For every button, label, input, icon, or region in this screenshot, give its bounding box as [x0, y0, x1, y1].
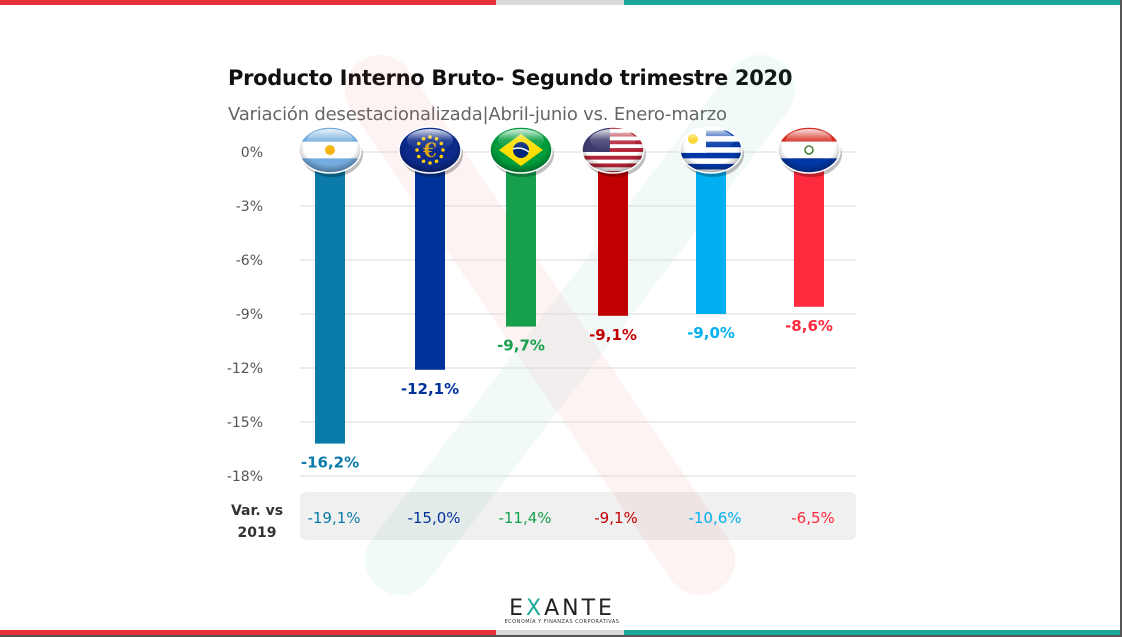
chart-title: Producto Interno Bruto- Segundo trimestr…: [228, 66, 793, 90]
var-2019-value: -11,4%: [498, 509, 551, 527]
y-tick-label: -12%: [227, 361, 263, 377]
y-tick-label: 0%: [241, 145, 263, 161]
argentina-flag-icon: [298, 126, 363, 177]
var-2019-panel: [300, 492, 856, 540]
var-2019-values: -19,1% -15,0% -11,4% -9,1% -10,6% -6,5%: [307, 509, 834, 527]
var-2019-value: -6,5%: [791, 509, 835, 527]
exante-logo: EXANTE ECONOMÍA Y FINANZAS CORPORATIVAS: [502, 596, 622, 625]
y-axis-ticks: 0% -3% -6% -9% -12% -15% -18%: [227, 145, 263, 485]
logo-tagline: ECONOMÍA Y FINANZAS CORPORATIVAS: [504, 619, 620, 625]
y-tick-label: -9%: [236, 307, 263, 323]
var-2019-value: -9,1%: [594, 509, 638, 527]
data-label: -12,1%: [401, 380, 459, 398]
grid-lines: [300, 151, 856, 477]
bottom-accent-bar: [0, 630, 1122, 635]
brazil-flag-icon: [489, 126, 554, 177]
bar-zona-euro: [415, 152, 445, 370]
bar-estados-unidos: [598, 152, 628, 316]
y-tick-label: -6%: [236, 253, 263, 269]
y-tick-label: -15%: [227, 415, 263, 431]
bar-uruguay: [696, 152, 726, 314]
chart-subtitle: Variación desestacionalizada|Abril-junio…: [228, 104, 727, 125]
y-tick-label: -3%: [236, 199, 263, 215]
flags: €: [298, 126, 842, 177]
var-2019-value: -15,0%: [407, 509, 460, 527]
bar-argentina: [315, 152, 345, 444]
frame-edge-bottom: [0, 635, 1122, 637]
var-2019-label: Var. vs 2019: [230, 503, 284, 541]
uruguay-flag-icon: [679, 126, 744, 177]
paraguay-flag-icon: [777, 126, 842, 177]
bar-brasil: [506, 152, 536, 327]
data-label: -8,6%: [785, 317, 833, 335]
var-2019-value: -19,1%: [307, 509, 360, 527]
data-label: -9,0%: [687, 324, 735, 342]
y-tick-label: -18%: [227, 469, 263, 485]
bars: [315, 152, 824, 444]
eu-flag-icon: €: [398, 126, 463, 177]
data-label: -9,7%: [497, 337, 545, 355]
logo-wordmark: EXANTE: [509, 596, 615, 621]
data-label: -9,1%: [589, 326, 637, 344]
value-labels: -16,2% -12,1% -9,7% -9,1% -9,0% -8,6%: [301, 317, 833, 472]
data-label: -16,2%: [301, 454, 359, 472]
var-2019-value: -10,6%: [688, 509, 741, 527]
usa-flag-icon: [581, 126, 646, 177]
top-accent-bar: [0, 0, 1122, 5]
frame-edge: [1120, 0, 1122, 637]
bar-paraguay: [794, 152, 824, 307]
